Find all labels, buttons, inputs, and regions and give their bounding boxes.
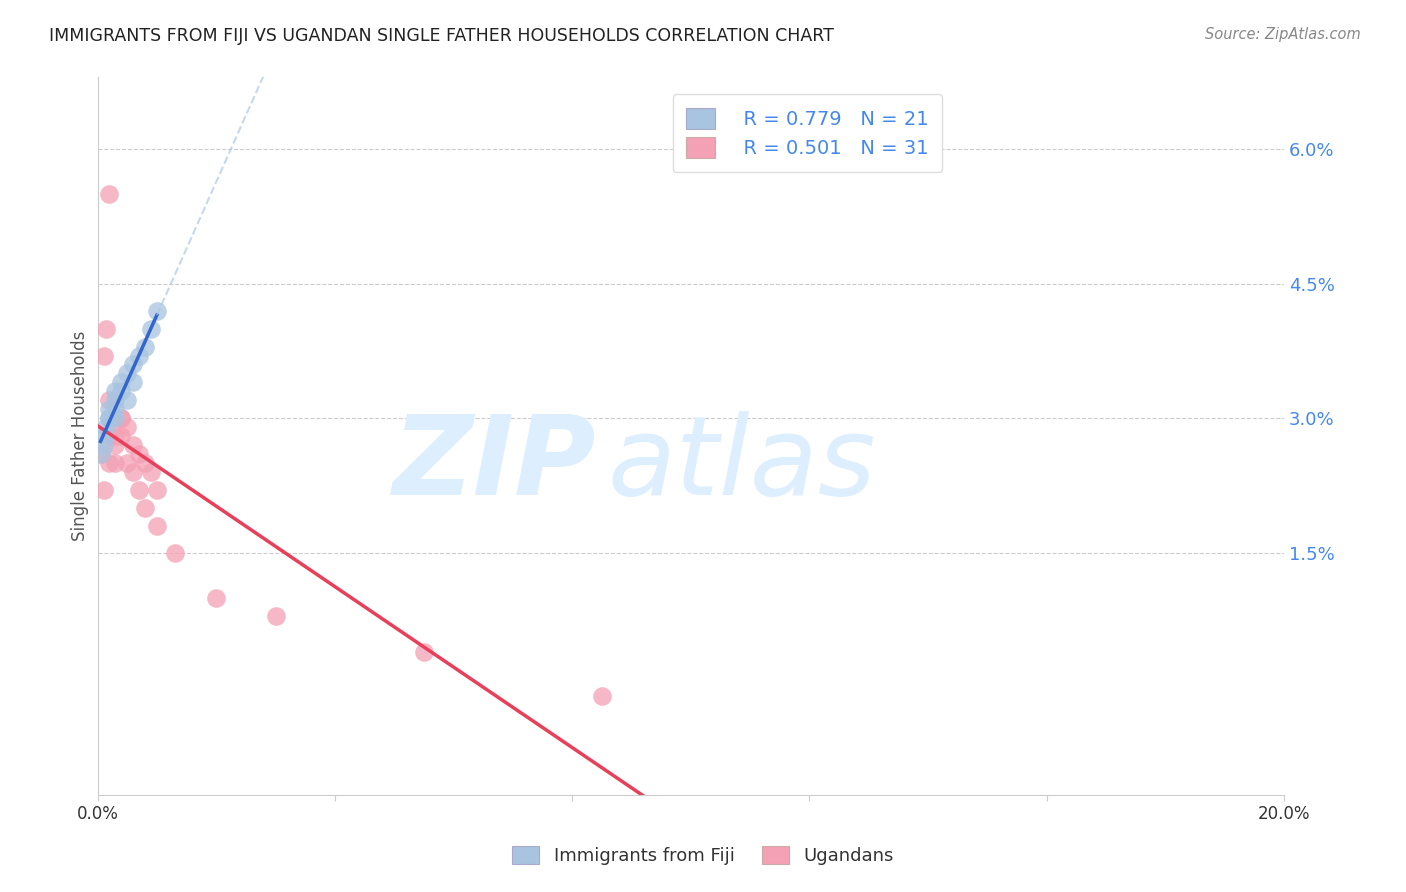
Point [163,546,186,560]
Point [110,429,132,443]
Point [591,690,613,704]
Point [98,456,121,470]
Point [128,447,150,461]
Point [205,591,228,605]
Point [104,393,127,408]
Point [134,501,156,516]
Point [139,321,162,335]
Point [134,340,156,354]
Point [96,321,118,335]
Point [104,411,127,425]
Point [122,358,145,372]
Point [98,393,121,408]
Point [104,429,127,443]
Point [146,483,169,497]
Point [93,349,115,363]
Point [104,411,127,425]
Point [104,438,127,452]
Point [98,402,121,417]
Point [412,644,434,658]
Point [98,187,121,202]
Point [115,367,138,381]
Point [96,420,118,434]
Point [128,483,150,497]
Point [110,376,132,390]
Point [104,402,127,417]
Point [90,447,112,461]
Point [93,429,115,443]
Point [98,429,121,443]
Point [146,519,169,533]
Point [115,456,138,470]
Point [146,303,169,318]
Point [122,438,145,452]
Point [98,411,121,425]
Point [93,438,115,452]
Point [122,465,145,479]
Text: IMMIGRANTS FROM FIJI VS UGANDAN SINGLE FATHER HOUSEHOLDS CORRELATION CHART: IMMIGRANTS FROM FIJI VS UGANDAN SINGLE F… [49,27,834,45]
Point [115,420,138,434]
Text: ZIP: ZIP [392,411,596,518]
Point [110,411,132,425]
Point [128,349,150,363]
Point [139,465,162,479]
Point [104,384,127,399]
Point [110,384,132,399]
Point [122,376,145,390]
Point [90,447,112,461]
Point [110,411,132,425]
Point [98,411,121,425]
Y-axis label: Single Father Households: Single Father Households [72,331,89,541]
Text: atlas: atlas [607,411,876,518]
Point [115,393,138,408]
Point [93,483,115,497]
Text: Source: ZipAtlas.com: Source: ZipAtlas.com [1205,27,1361,42]
Legend:   R = 0.779   N = 21,   R = 0.501   N = 31: R = 0.779 N = 21, R = 0.501 N = 31 [672,95,942,172]
Point [104,456,127,470]
Point [134,456,156,470]
Point [264,608,287,623]
Legend: Immigrants from Fiji, Ugandans: Immigrants from Fiji, Ugandans [505,838,901,872]
